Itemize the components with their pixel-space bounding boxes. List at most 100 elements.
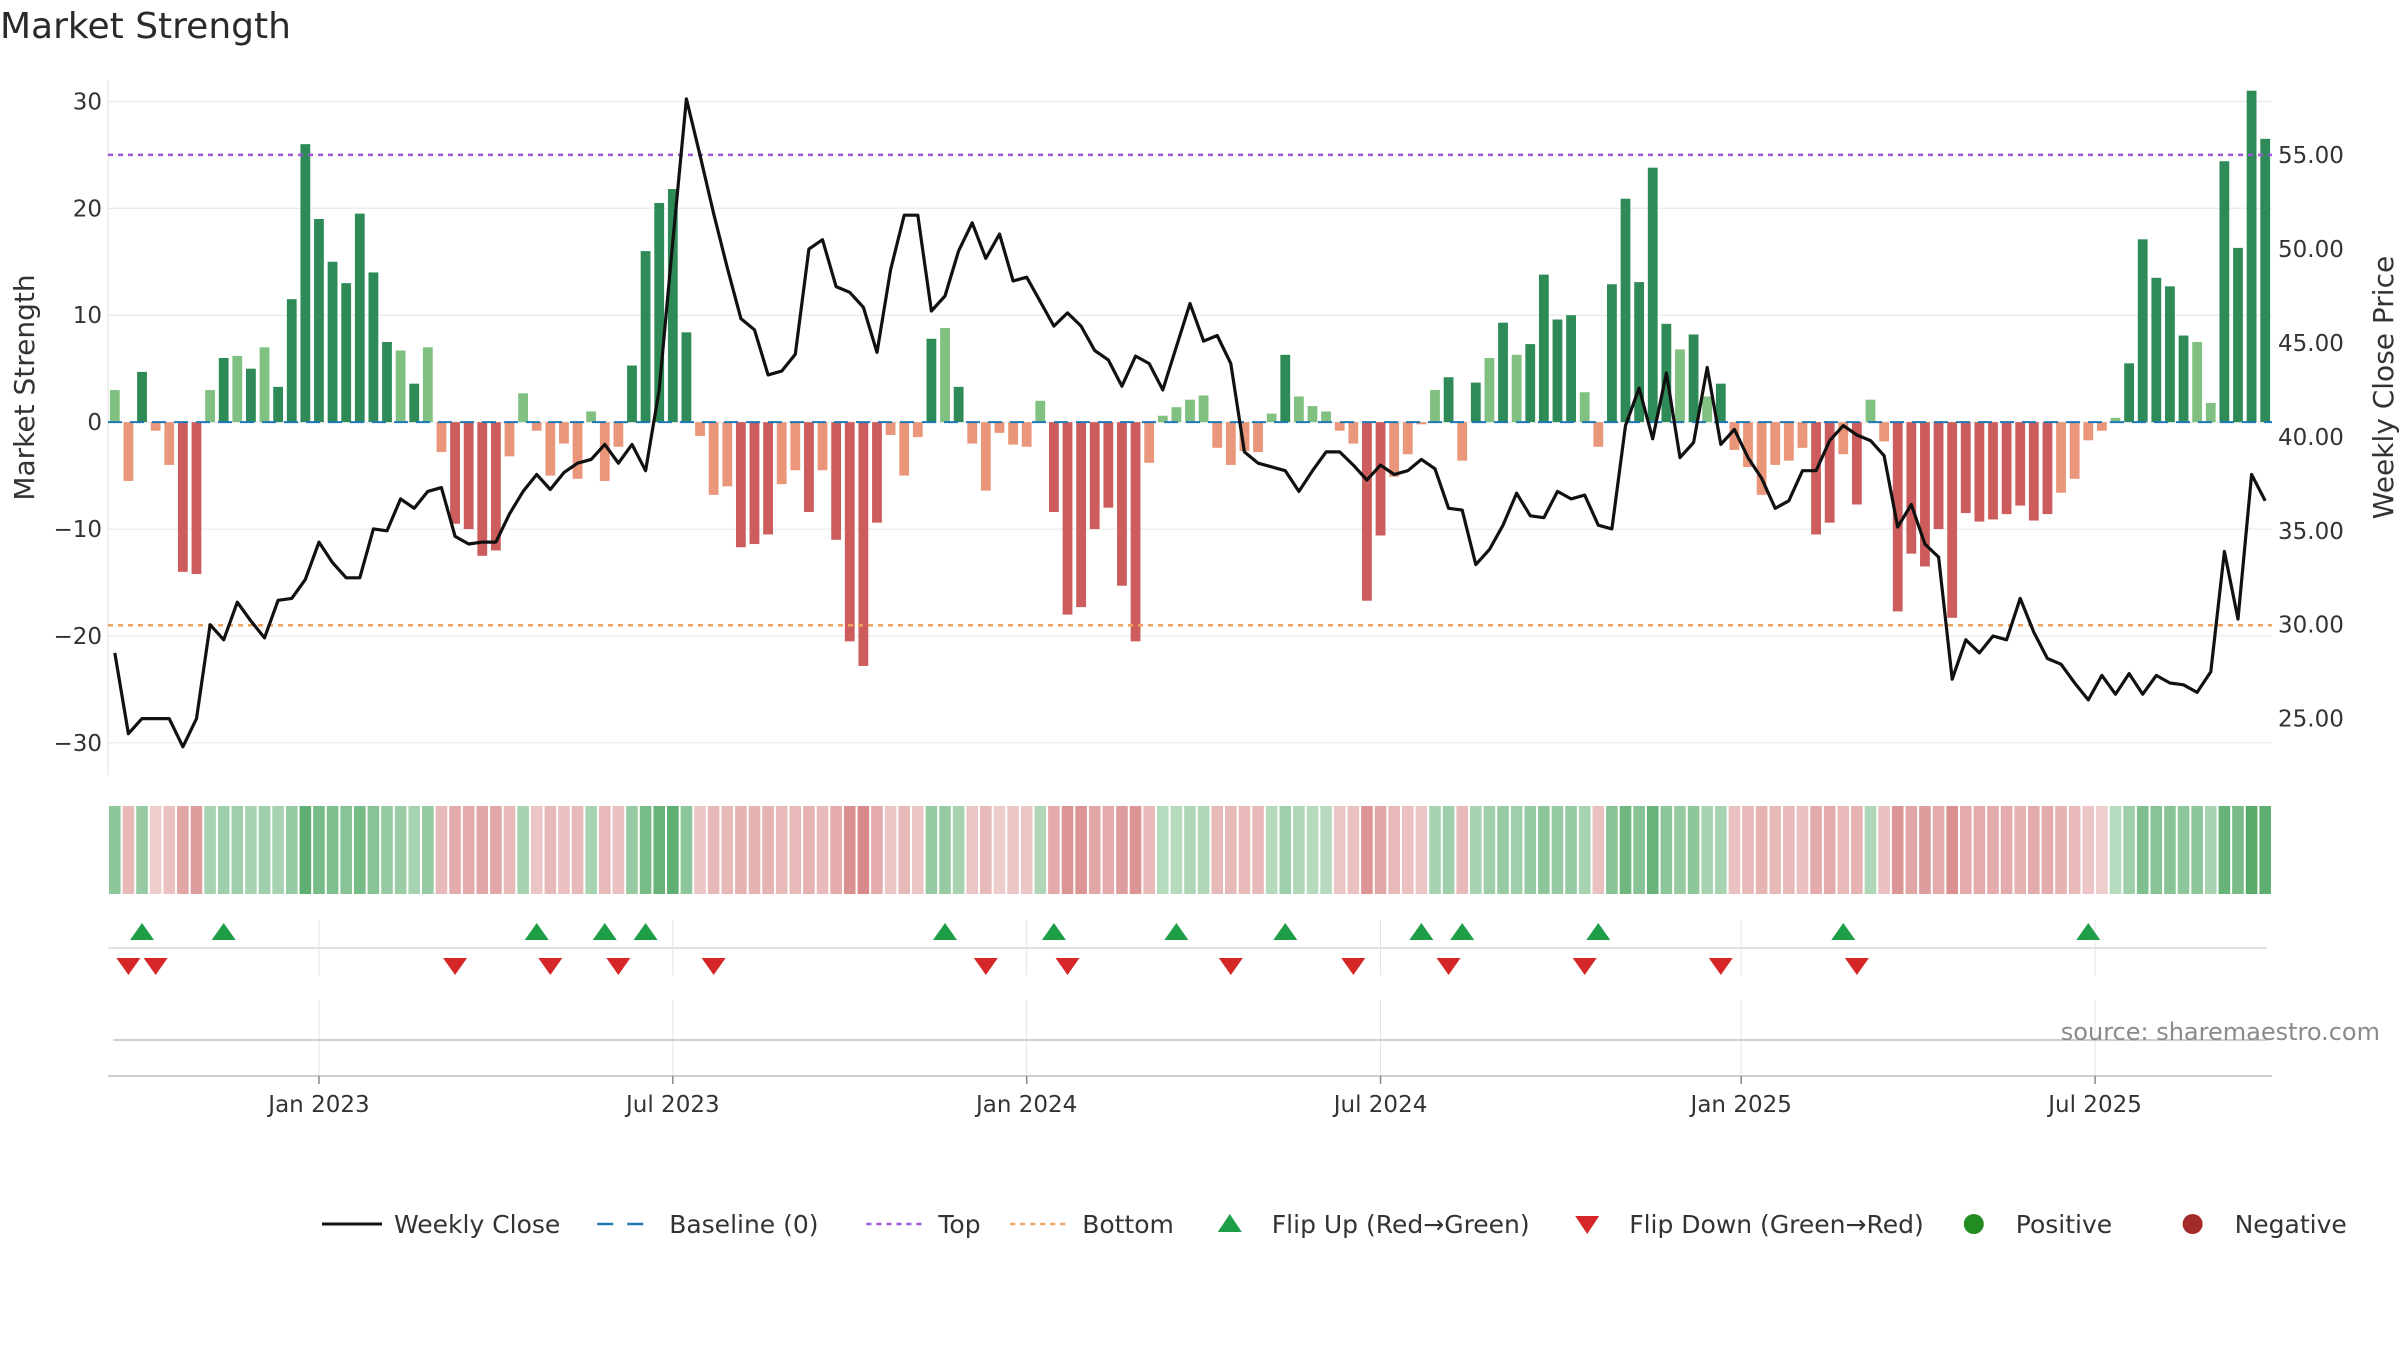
strength-strip-cell [2191,806,2203,894]
strength-bar [518,393,529,423]
strength-bar [2165,286,2175,423]
strength-bar [463,422,474,530]
strength-strip-cell [435,806,448,894]
strength-strip-cell [517,806,529,894]
strength-bar [1947,422,1958,618]
strength-bar [2192,341,2203,423]
strength-strip-cell [1946,806,1958,894]
strength-strip-cell [1742,806,1754,894]
strength-bar [1171,407,1182,423]
flip-up-marker [1409,923,1434,940]
strength-bar [123,422,134,481]
flip-down-marker [1572,958,1597,975]
strength-strip-cell [2123,806,2135,894]
strength-bar [695,422,705,437]
strength-bar [246,368,256,423]
strength-bar [912,422,923,438]
strength-bar [2096,422,2107,431]
flip-down-marker [1844,958,1869,975]
strength-bar [613,422,624,447]
strength-strip-cell [980,806,992,894]
strength-strip-cell [2150,806,2163,894]
strength-bar [177,422,188,572]
strength-strip-cell [381,806,393,894]
strength-strip-cell [1755,806,1768,894]
strength-strip-cell [884,806,897,894]
flip-up-marker [1450,923,1475,940]
strength-bar [409,383,420,423]
strength-bar [477,422,488,556]
strength-strip-cell [1279,806,1292,894]
strength-strip-cell [1510,806,1523,894]
strength-strip-cell [1878,806,1890,894]
strength-bar [722,422,733,487]
x-tick-label: Jan 2024 [974,1092,1077,1118]
strength-bar [1566,315,1576,423]
y2-tick-label: 45.00 [2278,331,2344,357]
strength-bar [2151,277,2162,423]
strength-bar [858,422,869,666]
strength-bar [790,422,801,471]
strength-strip-cell [2041,806,2054,894]
strength-strip-cell [1606,806,1618,894]
flip-up-marker [1164,923,1189,940]
flip-up-marker [211,923,236,940]
strength-bar [1851,422,1862,505]
strength-bar [191,422,202,574]
strength-bar [2124,363,2134,423]
strength-bar [1525,344,1536,423]
strength-strip-cell [1116,806,1128,894]
strength-strip-cell [816,806,829,894]
strength-bar [1593,422,1604,447]
strength-strip-cell [177,806,189,894]
strength-bar [667,189,678,423]
strength-bar [1144,422,1155,463]
strength-strip-cell [1483,806,1496,894]
strength-strip-cell [1034,806,1047,894]
strength-strip-cell [1714,806,1727,894]
strength-bar [2260,138,2271,423]
strength-bar [1443,377,1454,423]
strength-bar [1416,422,1427,425]
strength-bar [2056,422,2066,493]
strength-bar [273,386,284,423]
strength-strip-cell [163,806,176,894]
strength-strip-cell [285,806,298,894]
strength-bar [2028,422,2039,521]
strength-strip-cell [2245,806,2258,894]
strength-strip-cell [1061,806,1074,894]
strength-bar [2246,90,2257,423]
strength-bar [2178,335,2189,423]
strength-strip-cell [272,806,284,894]
strength-strip-cell [394,806,407,894]
strength-bar [1729,422,1740,450]
strength-strip-cell [1252,806,1264,894]
strength-strip-cell [231,806,244,894]
strength-strip-cell [1769,806,1782,894]
strength-bar [1225,422,1236,465]
strength-strip-cell [1701,806,1713,894]
strength-strip-cell [1538,806,1550,894]
strength-strip-cell [1497,806,1509,894]
strength-bar [940,328,950,423]
strength-strip-cell [1905,806,1918,894]
strength-bar [572,422,583,479]
strength-bar [1035,400,1046,423]
strength-bar [627,365,637,423]
strength-bar [150,422,161,431]
chart-title: Market Strength [0,6,291,47]
strength-strip-cell [639,806,652,894]
flip-up-marker [1273,923,1298,940]
strength-bar [450,422,460,524]
strength-bar [2205,402,2216,423]
strength-bar [1974,422,1985,522]
strength-bar [395,350,406,423]
strength-bar [2015,422,2026,506]
strength-strip-cell [1184,806,1196,894]
strength-strip-cell [1973,806,1986,894]
strength-bar [1634,282,1645,423]
strength-strip-cell [1102,806,1115,894]
strength-strip-cell [190,806,203,894]
strength-bar [735,422,746,548]
strength-bar [1838,422,1849,455]
